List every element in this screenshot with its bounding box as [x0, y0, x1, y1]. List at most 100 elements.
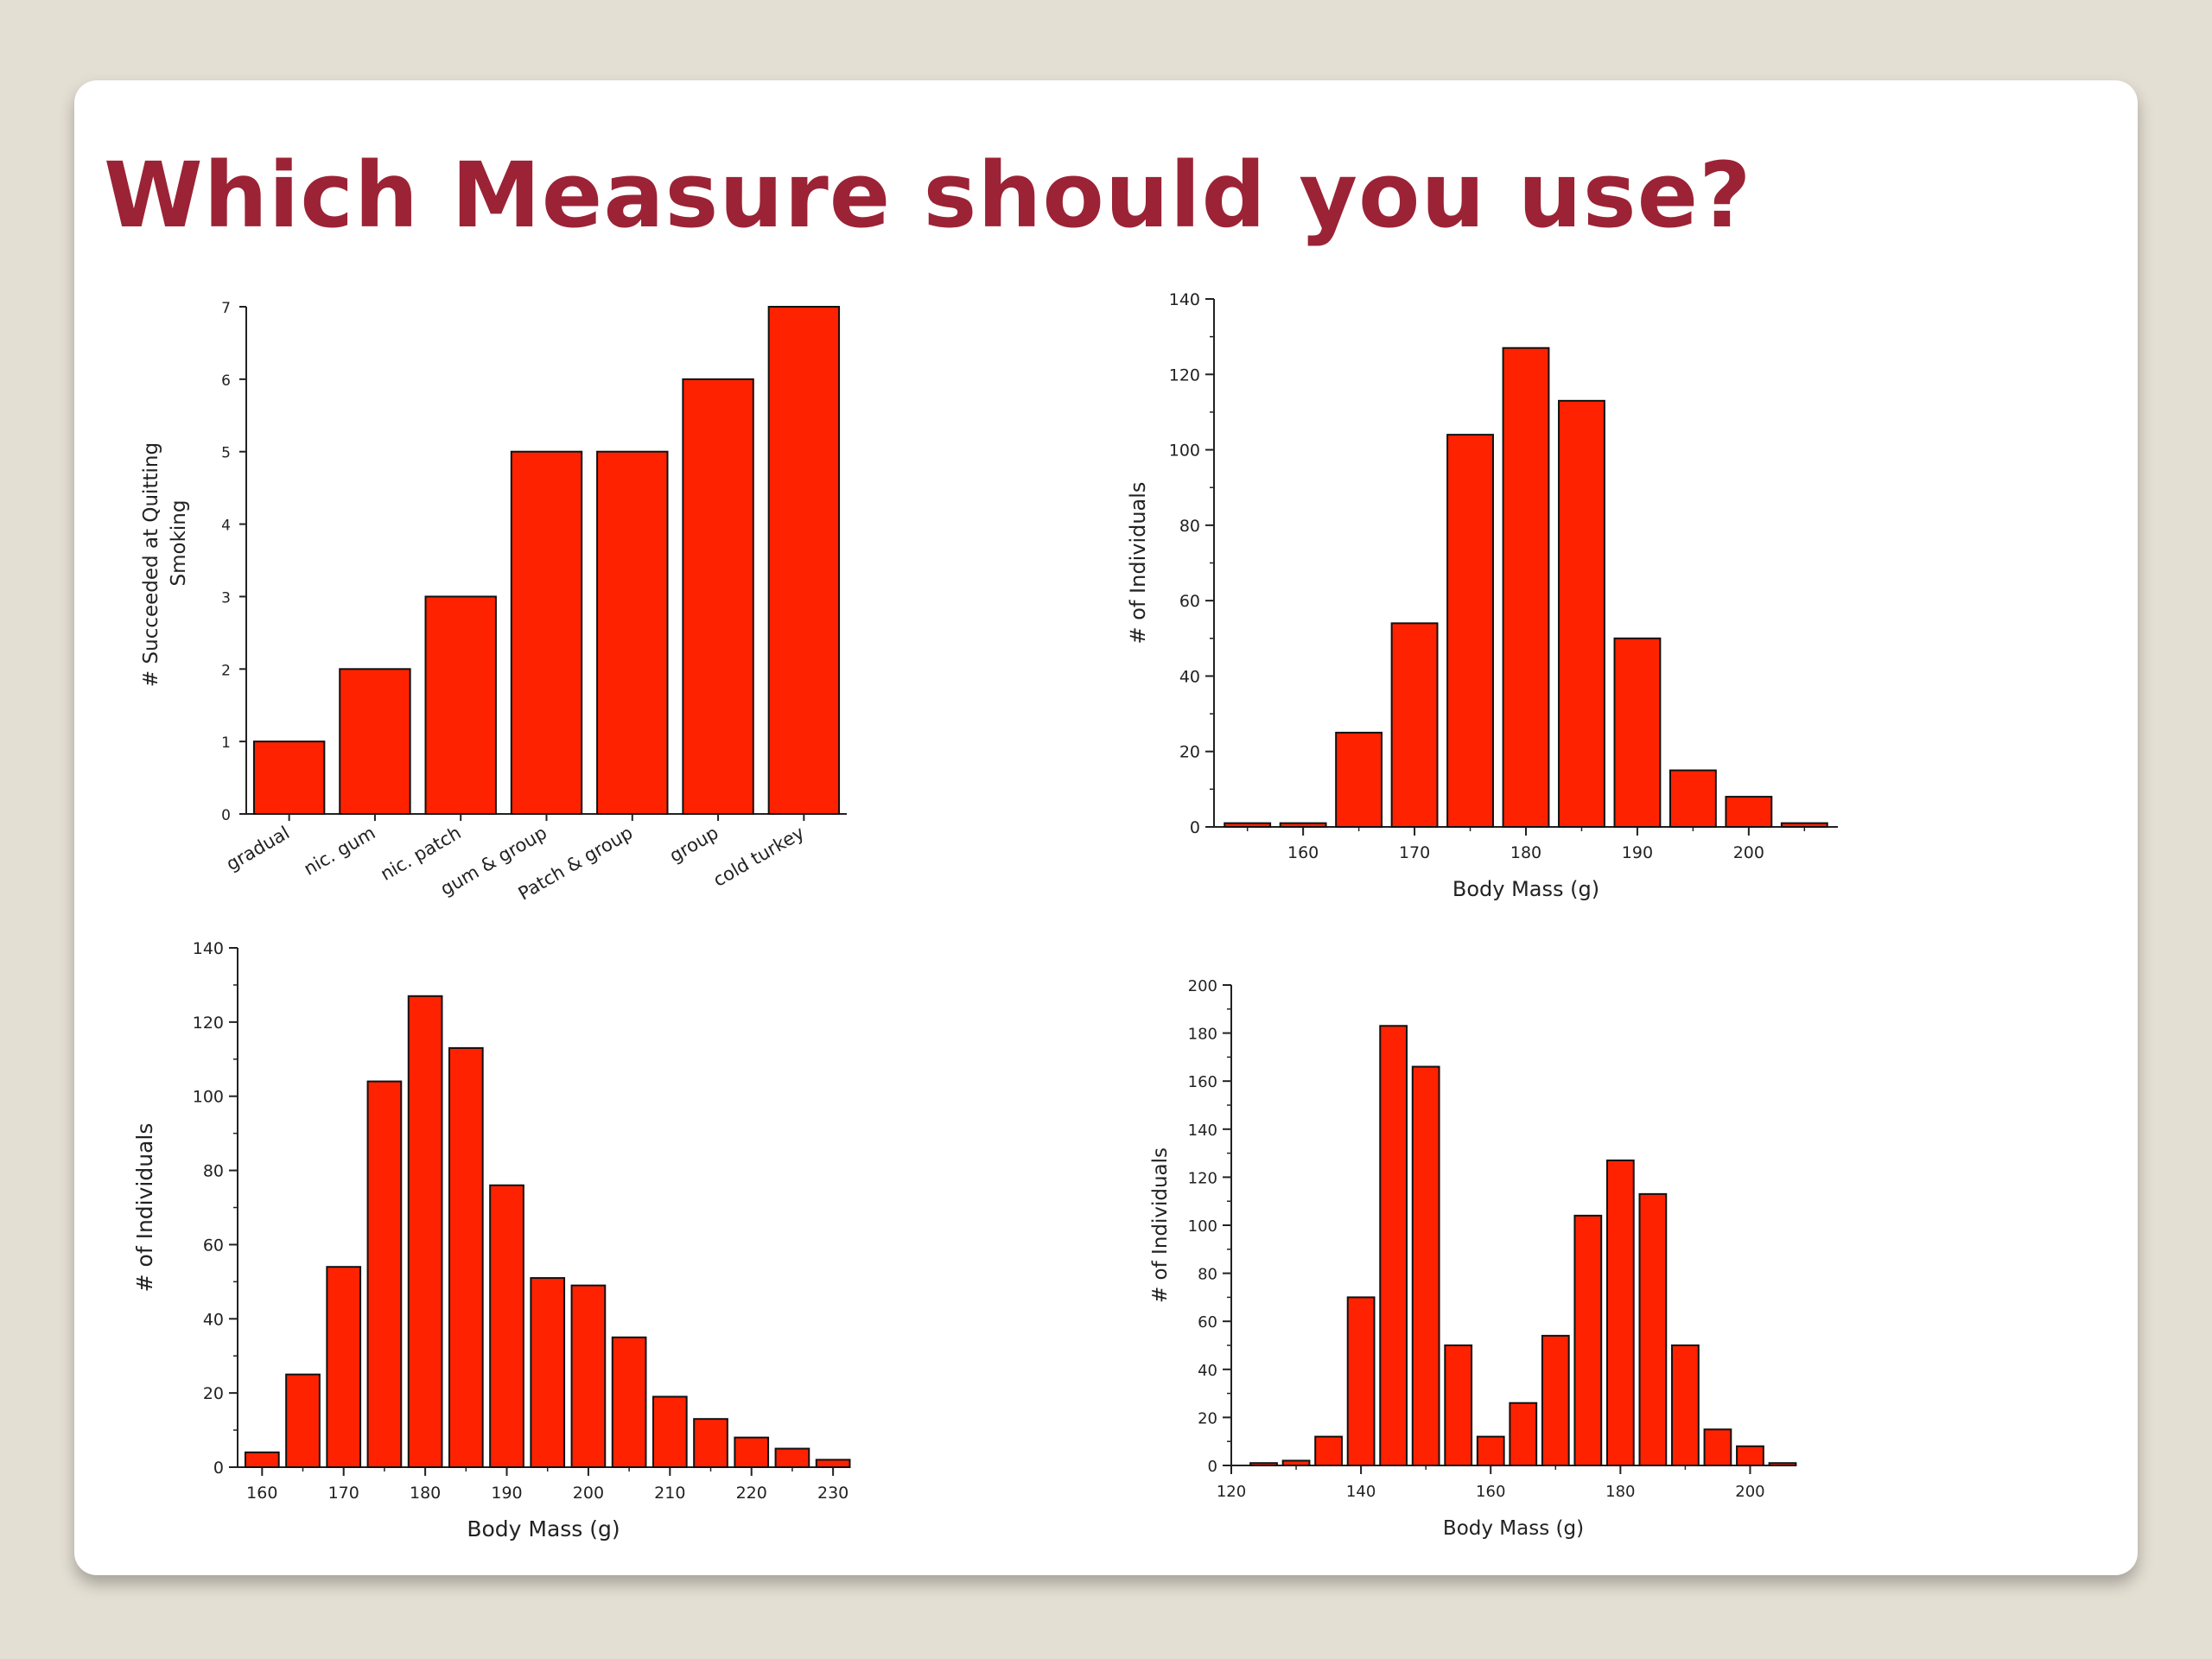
bar — [1249, 1462, 1278, 1466]
y-tick-label: 140 — [193, 939, 224, 958]
bar — [1224, 822, 1272, 829]
bar — [1703, 1428, 1732, 1467]
bar — [244, 1451, 280, 1469]
y-axis-label: # of Individuals — [1149, 1147, 1172, 1303]
bar — [1613, 637, 1662, 828]
y-tick-label: 140 — [1188, 1122, 1217, 1140]
bar — [1573, 1214, 1603, 1466]
bar — [1509, 1402, 1538, 1466]
bar — [682, 378, 754, 815]
x-axis-label: Body Mass (g) — [1452, 877, 1599, 901]
y-tick-label: 20 — [1179, 743, 1200, 762]
bar — [1558, 399, 1605, 828]
bar — [1541, 1334, 1570, 1466]
bar — [611, 1336, 647, 1468]
slide-title: Which Measure should you use? — [104, 143, 1752, 248]
bar — [424, 595, 497, 816]
bar — [1669, 769, 1717, 828]
x-tick-label: 220 — [736, 1484, 767, 1503]
x-tick-label: 180 — [1605, 1483, 1635, 1501]
x-tick-label: 160 — [246, 1484, 277, 1503]
bar — [1638, 1192, 1668, 1466]
y-tick-label: 6 — [221, 372, 231, 390]
x-tick-label: 170 — [1399, 843, 1430, 862]
y-tick-label: 0 — [221, 807, 231, 824]
bar — [815, 1459, 851, 1469]
x-tick-label: 210 — [654, 1484, 685, 1503]
bar — [366, 1080, 403, 1468]
y-tick-label: 2 — [221, 662, 231, 679]
y-axis-label: # of Individuals — [132, 1123, 157, 1293]
y-tick-label: 60 — [203, 1236, 224, 1255]
bar — [1390, 622, 1439, 828]
bar — [489, 1184, 524, 1468]
bar — [530, 1277, 566, 1469]
bar — [1314, 1435, 1343, 1467]
y-tick-label: 0 — [213, 1459, 224, 1478]
bar — [1671, 1344, 1700, 1466]
bar — [1281, 1459, 1311, 1466]
bar — [734, 1436, 770, 1468]
x-tick-label: 180 — [1510, 843, 1541, 862]
bar — [1768, 1462, 1797, 1466]
y-tick-label: 160 — [1188, 1073, 1217, 1091]
x-tick-label: 200 — [1735, 1483, 1764, 1501]
y-tick-label: 7 — [221, 300, 231, 317]
bar — [1502, 346, 1550, 828]
y-tick-label: 80 — [1179, 517, 1200, 536]
x-tick-label: 120 — [1217, 1483, 1246, 1501]
bar — [652, 1395, 688, 1468]
y-tick-label: 0 — [1208, 1458, 1217, 1476]
x-tick-label: 230 — [817, 1484, 849, 1503]
bar — [1725, 796, 1773, 828]
y-tick-label: 100 — [1169, 442, 1200, 461]
y-tick-label: 20 — [1198, 1409, 1217, 1427]
bar — [1444, 1344, 1473, 1466]
x-tick-label: 180 — [410, 1484, 441, 1503]
bar — [1780, 822, 1828, 829]
bar — [570, 1284, 607, 1469]
y-tick-label: 0 — [1190, 818, 1200, 837]
bar — [1446, 434, 1494, 828]
x-tick-label: 170 — [328, 1484, 359, 1503]
y-tick-label: 180 — [1188, 1026, 1217, 1044]
x-tick-label: 160 — [1476, 1483, 1505, 1501]
x-tick-label: 160 — [1287, 843, 1319, 862]
bar — [1476, 1435, 1505, 1467]
bar — [1411, 1065, 1440, 1467]
y-tick-label: 140 — [1169, 290, 1200, 309]
x-tick-label: 190 — [491, 1484, 522, 1503]
y-tick-label: 80 — [1198, 1266, 1217, 1284]
y-tick-label: 100 — [1188, 1217, 1217, 1236]
y-tick-label: 3 — [221, 589, 231, 607]
y-tick-label: 80 — [203, 1162, 224, 1181]
bar — [339, 668, 411, 815]
bar — [326, 1266, 362, 1468]
y-axis-label: # of Individuals — [1126, 482, 1150, 645]
y-tick-label: 100 — [193, 1088, 224, 1107]
y-tick-label: 200 — [1188, 977, 1217, 995]
bar — [1379, 1025, 1408, 1466]
x-tick-label: 140 — [1346, 1483, 1376, 1501]
bar — [1346, 1296, 1376, 1467]
y-tick-label: 120 — [1169, 365, 1200, 385]
y-tick-label: 120 — [1188, 1169, 1217, 1187]
bar — [1335, 731, 1383, 829]
bar — [285, 1373, 321, 1469]
x-tick-label: 200 — [1733, 843, 1764, 862]
bar — [1279, 822, 1327, 829]
bar — [448, 1046, 484, 1468]
y-tick-label: 5 — [221, 445, 231, 462]
y-tick-label: 1 — [221, 734, 231, 752]
bar — [774, 1447, 810, 1469]
bar — [1605, 1159, 1635, 1466]
bar — [1736, 1445, 1764, 1467]
bar — [693, 1418, 728, 1469]
bar — [510, 450, 583, 815]
y-tick-label: 4 — [221, 518, 231, 535]
y-axis-label: Smoking — [168, 500, 190, 587]
x-axis-label: Body Mass (g) — [467, 1516, 620, 1541]
